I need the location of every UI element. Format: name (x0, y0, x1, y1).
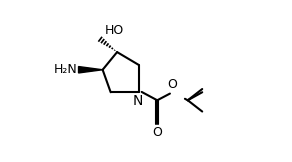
Polygon shape (79, 67, 102, 73)
Text: HO: HO (105, 24, 124, 37)
Text: O: O (152, 126, 162, 139)
Text: H₂N: H₂N (54, 63, 78, 76)
Text: O: O (168, 78, 178, 91)
Text: N: N (132, 94, 143, 108)
